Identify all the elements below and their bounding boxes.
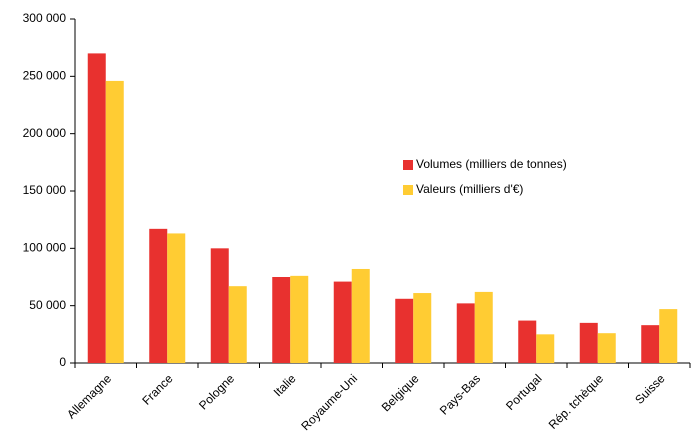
bar bbox=[87, 53, 106, 364]
x-tick-label: Rép. tchèque bbox=[546, 371, 607, 432]
x-tick-label: Belgique bbox=[379, 371, 422, 414]
x-tick-label: France bbox=[139, 371, 176, 408]
bar bbox=[659, 309, 678, 363]
bar bbox=[351, 268, 370, 363]
bar bbox=[395, 298, 414, 363]
bar bbox=[105, 80, 124, 364]
bar bbox=[536, 334, 555, 363]
bar bbox=[149, 228, 168, 363]
x-tick-label: Italie bbox=[271, 371, 299, 399]
x-tick-label: Royaume-Uni bbox=[298, 371, 360, 433]
x-tick-label: Portugal bbox=[503, 371, 545, 413]
bar bbox=[210, 248, 229, 363]
x-tick-label: Allemagne bbox=[64, 371, 114, 421]
bar bbox=[579, 322, 598, 363]
bar bbox=[333, 281, 352, 363]
x-tick-label: Pologne bbox=[196, 371, 237, 412]
x-tick-label: Suisse bbox=[632, 371, 668, 407]
bar bbox=[228, 286, 247, 363]
bar bbox=[272, 277, 291, 363]
legend-swatch bbox=[403, 185, 413, 195]
bar bbox=[290, 275, 309, 363]
y-tick-label: 200 000 bbox=[23, 126, 67, 140]
y-tick-label: 150 000 bbox=[23, 183, 67, 197]
bar bbox=[641, 325, 660, 363]
bar bbox=[456, 303, 475, 363]
bar bbox=[167, 233, 186, 363]
x-tick-label: Pays-Bas bbox=[437, 371, 483, 417]
y-tick-label: 250 000 bbox=[23, 69, 67, 83]
legend-swatch bbox=[403, 160, 413, 170]
bar bbox=[474, 291, 493, 363]
legend-label: Volumes (milliers de tonnes) bbox=[416, 157, 567, 171]
y-tick-label: 0 bbox=[59, 355, 66, 369]
y-tick-label: 50 000 bbox=[29, 298, 66, 312]
bar bbox=[597, 333, 616, 363]
y-tick-label: 100 000 bbox=[23, 241, 67, 255]
y-tick-label: 300 000 bbox=[23, 11, 67, 25]
bar bbox=[518, 320, 537, 363]
legend-label: Valeurs (milliers d'€) bbox=[416, 182, 523, 196]
bar bbox=[413, 293, 432, 363]
